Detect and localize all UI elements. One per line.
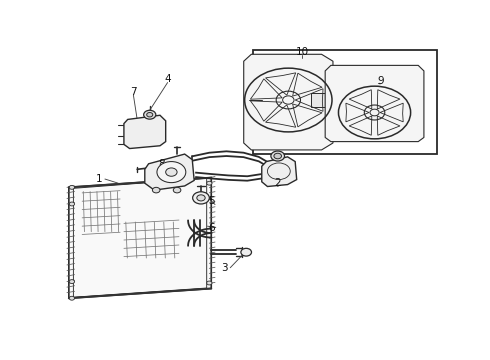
Polygon shape: [262, 157, 297, 186]
Text: 5: 5: [208, 196, 215, 206]
Polygon shape: [325, 66, 424, 141]
Text: 4: 4: [164, 74, 171, 84]
Polygon shape: [145, 154, 194, 190]
Circle shape: [144, 110, 156, 119]
Polygon shape: [124, 115, 166, 149]
Text: 2: 2: [274, 178, 281, 188]
Circle shape: [207, 281, 212, 285]
Polygon shape: [69, 177, 211, 298]
Circle shape: [147, 112, 153, 117]
Circle shape: [166, 168, 177, 176]
Circle shape: [157, 162, 186, 183]
Circle shape: [241, 248, 251, 256]
Circle shape: [69, 280, 74, 284]
Circle shape: [69, 185, 74, 189]
Text: 10: 10: [296, 46, 309, 57]
Circle shape: [69, 296, 74, 300]
Circle shape: [197, 195, 205, 201]
Text: 9: 9: [377, 76, 384, 86]
Polygon shape: [311, 93, 326, 107]
Circle shape: [207, 181, 212, 185]
Text: 1: 1: [96, 174, 102, 184]
Text: 7: 7: [130, 87, 137, 97]
Circle shape: [69, 202, 74, 206]
Circle shape: [271, 151, 285, 161]
Text: 3: 3: [221, 263, 228, 273]
Circle shape: [173, 187, 181, 193]
Circle shape: [274, 153, 282, 159]
Polygon shape: [244, 54, 333, 150]
Text: 6: 6: [208, 222, 215, 233]
Circle shape: [152, 187, 160, 193]
Circle shape: [193, 192, 209, 204]
Text: 8: 8: [159, 159, 165, 169]
